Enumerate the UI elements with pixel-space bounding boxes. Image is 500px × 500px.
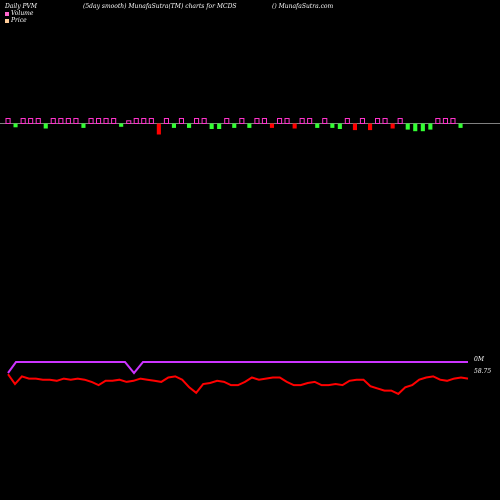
volume-bar [224,118,230,124]
volume-bar [368,123,373,131]
volume-bar [307,118,313,124]
volume-bar [450,118,456,124]
chart-title-center: (5day smooth) MunafaSutra(TM) charts for… [83,3,237,10]
price-volume-lines [7,361,469,396]
volume-bar [103,118,109,124]
volume-bar [330,123,335,128]
chart-title-left: Daily PVM [5,3,38,10]
volume-bar [277,118,283,124]
volume-bar [43,123,48,129]
volume-bar [397,118,403,124]
volume-bar [126,120,132,125]
volume-bar [50,118,56,124]
legend-swatch-volume [5,11,9,16]
volume-bar [88,118,94,124]
volume-bar [269,123,274,128]
volume-bar [58,118,64,124]
volume-bars [0,118,500,135]
volume-bar [217,123,222,129]
volume-bar [299,118,305,124]
volume-bar [187,123,192,128]
volume-line [7,361,468,375]
volume-bar [133,118,139,124]
volume-bar [194,118,200,124]
volume-bar [232,123,237,128]
volume-bar [428,123,433,130]
volume-bar [5,118,11,124]
volume-bar [420,123,425,132]
volume-bar [148,118,154,124]
volume-bar [111,118,117,124]
volume-bar [73,118,79,124]
volume-bar [322,118,328,124]
volume-bar [352,123,357,131]
price-line [7,373,469,396]
volume-bar [141,118,147,124]
volume-bar [405,123,410,130]
volume-bar [413,123,418,132]
volume-bar [96,118,102,124]
volume-bar [375,118,381,124]
volume-bar [435,118,441,124]
volume-bar [65,118,71,124]
volume-bar [382,118,388,124]
volume-bar [163,118,169,124]
last-price-label: 58.75 [474,368,492,375]
volume-bar [254,118,260,124]
volume-bar [458,123,463,128]
volume-bar [119,123,124,127]
legend-label-volume: Volume [11,10,34,17]
volume-bar [156,123,161,135]
volume-bar [390,123,395,129]
legend-swatch-price [5,18,9,23]
volume-bar [81,123,86,128]
volume-bar [209,123,214,129]
volume-bar [20,118,26,124]
volume-bar [315,123,320,128]
volume-bar [239,118,245,124]
chart-title-right: () MunafaSutra.com [272,3,334,10]
volume-bar [344,118,350,124]
legend-label-price: Price [11,17,27,24]
volume-bar [178,118,184,124]
volume-bar [28,118,34,124]
volume-bar [247,123,252,128]
volume-bar [201,118,207,124]
volume-bar [35,118,41,124]
volume-bar [337,123,342,129]
last-volume-label: 0M [474,356,484,363]
volume-bar [261,118,267,124]
volume-bar [284,118,290,124]
volume-bar [171,123,176,128]
volume-bar [13,123,18,128]
volume-bar [292,123,297,129]
legend-item-price: Price [5,17,27,24]
volume-bar [442,118,448,124]
volume-bar [359,118,365,124]
legend-item-volume: Volume [5,10,33,17]
